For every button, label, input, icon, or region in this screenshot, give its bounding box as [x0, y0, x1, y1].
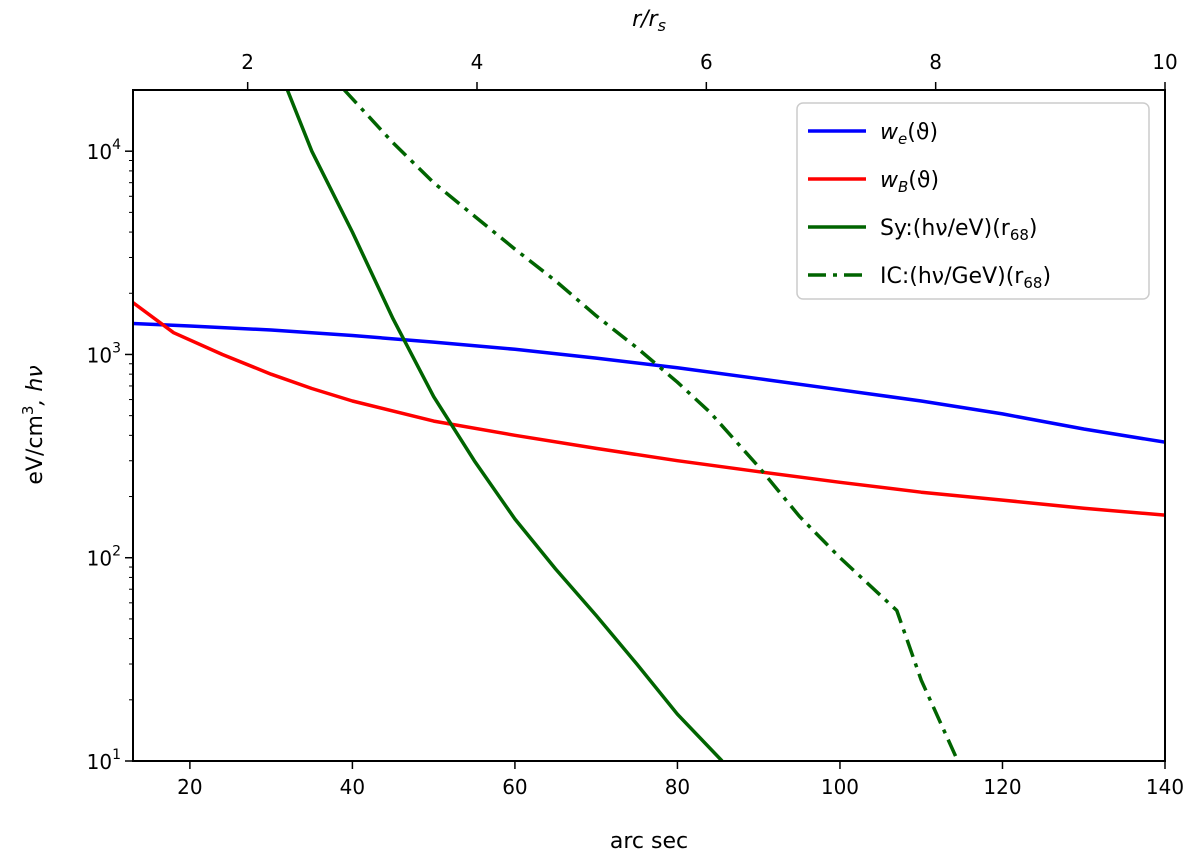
series-line-4 [343, 90, 960, 761]
top-x-axis-label: r/rs [632, 7, 666, 35]
y-tick-label: 103 [87, 340, 121, 367]
top-x-tick-label: 2 [241, 50, 254, 74]
top-x-tick-label: 8 [929, 50, 942, 74]
x-tick-label: 40 [340, 775, 365, 799]
series-line-3 [285, 90, 724, 761]
x-tick-label: 100 [821, 775, 859, 799]
x-tick-label: 120 [983, 775, 1021, 799]
x-tick-label: 20 [177, 775, 202, 799]
series-line-1 [133, 321, 1165, 444]
y-axis-label: eV/cm3, hν [19, 365, 48, 484]
x-tick-label: 60 [502, 775, 527, 799]
y-tick-label: 101 [87, 747, 121, 774]
plot-frame [132, 89, 1166, 762]
x-tick-label: 80 [665, 775, 690, 799]
legend-label: we(ϑ) [880, 120, 938, 148]
legend: we(ϑ) wB(ϑ) Sy:(hν/eV)(r68) IC:(hν/GeV)(r68… [796, 102, 1150, 300]
top-x-tick-label: 4 [471, 50, 484, 74]
x-axis-label: arc sec [610, 829, 688, 854]
series-line-2 [133, 301, 1165, 517]
y-tick-label: 102 [87, 544, 121, 571]
legend-label: IC:(hν/GeV)(r68) [880, 264, 1051, 292]
x-tick-label: 140 [1146, 775, 1184, 799]
top-x-tick-label: 6 [700, 50, 713, 74]
legend-frame [796, 102, 1150, 300]
legend-label: Sy:(hν/eV)(r68) [880, 216, 1038, 244]
y-tick-label: 104 [87, 137, 121, 164]
legend-label: wB(ϑ) [880, 168, 939, 196]
top-x-tick-label: 10 [1152, 50, 1177, 74]
